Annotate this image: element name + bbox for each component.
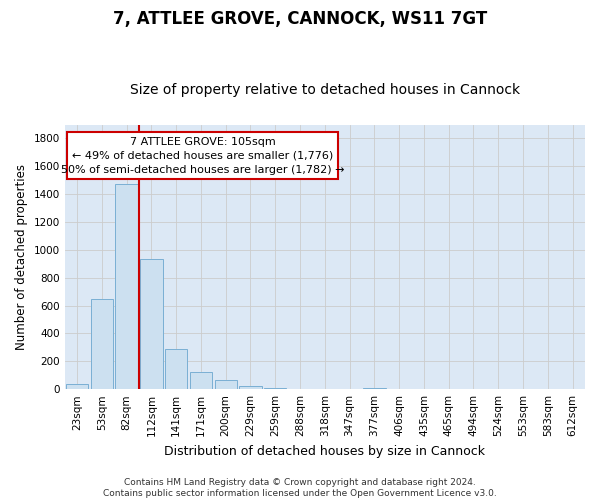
Text: 7 ATTLEE GROVE: 105sqm
← 49% of detached houses are smaller (1,776)
50% of semi-: 7 ATTLEE GROVE: 105sqm ← 49% of detached… bbox=[61, 136, 344, 174]
Text: Contains HM Land Registry data © Crown copyright and database right 2024.
Contai: Contains HM Land Registry data © Crown c… bbox=[103, 478, 497, 498]
Bar bbox=[215, 380, 237, 389]
FancyBboxPatch shape bbox=[67, 132, 338, 179]
Bar bbox=[115, 184, 138, 389]
Bar bbox=[91, 298, 113, 389]
X-axis label: Distribution of detached houses by size in Cannock: Distribution of detached houses by size … bbox=[164, 444, 485, 458]
Bar bbox=[165, 349, 187, 389]
Text: 7, ATTLEE GROVE, CANNOCK, WS11 7GT: 7, ATTLEE GROVE, CANNOCK, WS11 7GT bbox=[113, 10, 487, 28]
Bar bbox=[190, 372, 212, 389]
Bar bbox=[140, 259, 163, 389]
Title: Size of property relative to detached houses in Cannock: Size of property relative to detached ho… bbox=[130, 83, 520, 97]
Bar bbox=[264, 388, 286, 389]
Bar bbox=[66, 384, 88, 389]
Y-axis label: Number of detached properties: Number of detached properties bbox=[15, 164, 28, 350]
Bar bbox=[363, 388, 386, 389]
Bar bbox=[239, 386, 262, 389]
